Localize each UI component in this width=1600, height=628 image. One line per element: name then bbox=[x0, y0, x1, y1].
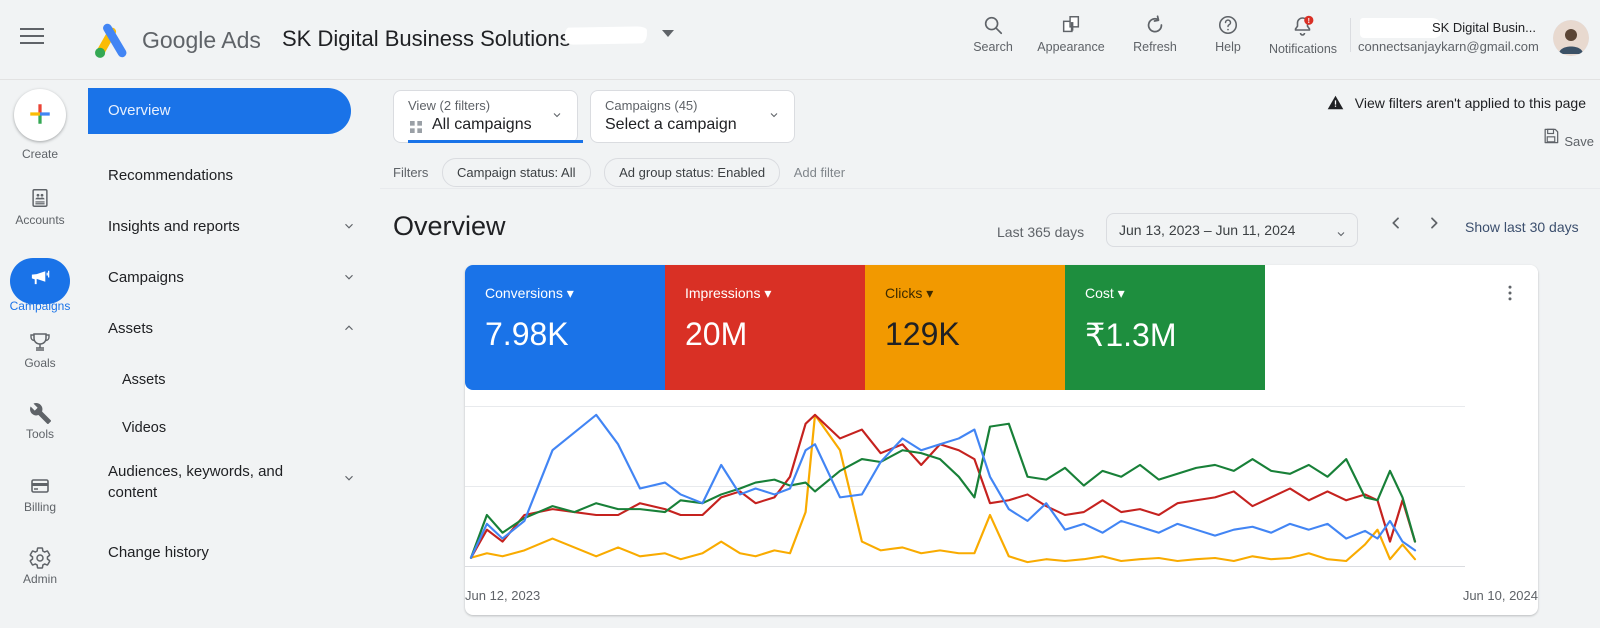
svg-text:!: ! bbox=[1308, 18, 1310, 25]
